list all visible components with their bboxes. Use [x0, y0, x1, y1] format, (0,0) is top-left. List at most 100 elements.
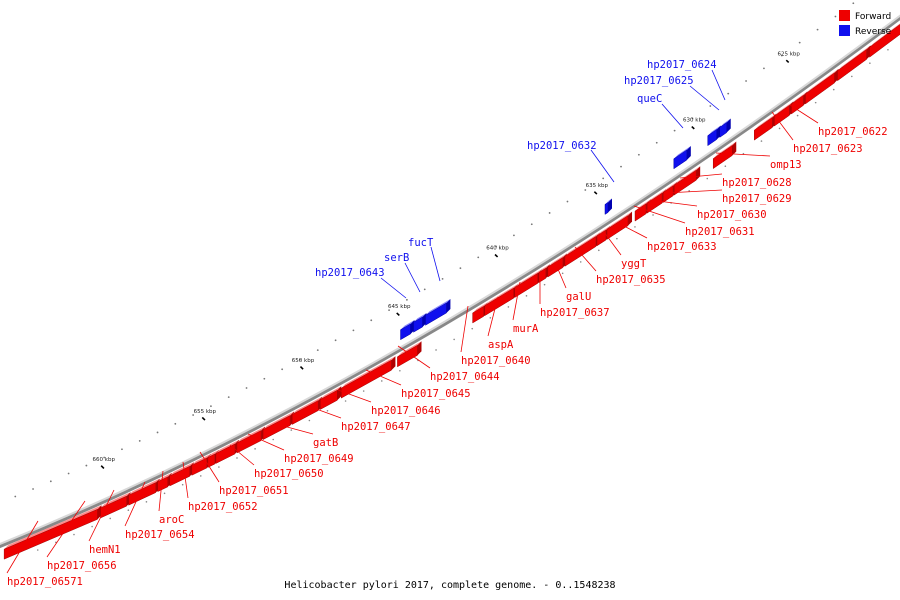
kbp-tick-label: 635 kbp — [586, 183, 609, 189]
position-dot — [281, 368, 284, 371]
forward-gene-block — [606, 211, 633, 240]
label-leader-line — [337, 389, 372, 403]
position-dot — [453, 338, 455, 341]
position-dot — [308, 419, 311, 422]
position-dot — [263, 377, 266, 380]
position-dot — [218, 466, 220, 468]
gene-label: hp2017_0629 — [722, 193, 792, 205]
kbp-tick-label: 655 kbp — [194, 409, 217, 415]
position-dot — [121, 448, 123, 451]
position-dot — [634, 226, 636, 228]
position-dot — [14, 495, 17, 498]
gene-label: fucT — [408, 237, 434, 249]
label-leader-line — [621, 224, 648, 239]
label-leader-line — [460, 305, 469, 353]
position-dot — [834, 15, 837, 18]
gene-label: hp2017_0645 — [401, 388, 471, 400]
position-dot — [192, 414, 195, 416]
position-dot — [67, 472, 70, 475]
position-dot — [459, 267, 462, 270]
label-leader-line — [404, 262, 421, 293]
position-dot — [869, 62, 871, 64]
label-leader-line — [124, 481, 146, 527]
gene-label: aspA — [488, 339, 514, 351]
forward-gene-block — [236, 426, 266, 454]
position-dot — [109, 517, 112, 520]
position-dot — [706, 177, 709, 180]
position-dot — [91, 525, 93, 528]
position-dot — [584, 189, 587, 191]
position-dot — [370, 319, 373, 322]
gene-label: hp2017_0628 — [722, 177, 792, 189]
legend-forward-swatch — [839, 10, 850, 21]
position-dot — [477, 256, 480, 259]
position-dot — [334, 339, 337, 342]
position-dot — [691, 117, 694, 120]
kbp-tick-mark — [494, 253, 499, 258]
gene-label: hp2017_0637 — [540, 307, 610, 319]
position-dot — [127, 509, 130, 512]
position-dot — [254, 448, 256, 450]
position-dot — [525, 295, 528, 297]
gene-label: hp2017_0651 — [219, 485, 289, 497]
kbp-tick-label: 640 kbp — [486, 246, 509, 252]
position-dot — [272, 438, 274, 441]
position-dot — [73, 533, 75, 536]
kbp-tick-label: 630 kbp — [683, 118, 706, 124]
position-dot — [760, 140, 763, 142]
forward-gene-block — [837, 45, 871, 82]
position-dot — [344, 400, 347, 402]
label-leader-line — [665, 189, 723, 194]
position-dot — [174, 422, 177, 425]
label-leader-line — [380, 277, 407, 299]
position-dot — [814, 101, 817, 104]
kbp-tick-mark — [691, 125, 695, 130]
gene-label: hp2017_0635 — [596, 274, 666, 286]
position-dot — [236, 457, 238, 459]
gene-label: hp2017_0649 — [284, 453, 354, 465]
label-leader-line — [6, 520, 39, 574]
gene-label: murA — [513, 323, 539, 335]
position-dot — [181, 483, 184, 486]
gene-label: queC — [637, 93, 662, 105]
position-dot — [163, 492, 166, 495]
position-dot — [530, 223, 533, 226]
gene-label: gatB — [313, 437, 338, 449]
position-dot — [816, 28, 819, 31]
label-leader-line — [46, 500, 86, 558]
position-dot — [299, 358, 301, 361]
position-dot — [471, 327, 474, 330]
gene-label: hp2017_0633 — [647, 241, 717, 253]
legend: Forward Reverse — [839, 10, 892, 37]
position-dot — [103, 456, 106, 459]
label-leader-line — [711, 69, 726, 101]
gene-label: yggT — [621, 258, 647, 270]
reverse-gene-block — [425, 298, 451, 326]
position-dot — [199, 475, 202, 477]
label-leader-line — [554, 261, 567, 289]
gene-label: hp2017_0656 — [47, 560, 117, 572]
gene-label: hp2017_0623 — [793, 143, 863, 155]
gene-label: hp2017_0652 — [188, 501, 258, 513]
kbp-tick-label: 650 kbp — [292, 358, 315, 364]
label-leader-line — [649, 199, 698, 207]
kbp-tick-mark — [785, 59, 790, 64]
position-dot — [543, 283, 546, 286]
position-dot — [637, 153, 640, 156]
position-dot — [851, 75, 853, 78]
gene-label: hemN1 — [89, 544, 121, 556]
gene-label: hp2017_0640 — [461, 355, 531, 367]
kbp-tick-label: 625 kbp — [777, 51, 800, 57]
position-dot — [620, 165, 622, 168]
forward-gene-block — [3, 505, 102, 560]
label-leader-line — [771, 111, 794, 141]
position-dot — [49, 480, 52, 483]
caption: Helicobacter pylori 2017, complete genom… — [284, 580, 615, 591]
position-dot — [655, 141, 658, 144]
reverse-gene-block — [673, 145, 691, 170]
position-dot — [138, 440, 141, 442]
label-leader-line — [199, 451, 220, 483]
gene-label: hp2017_0654 — [125, 529, 195, 541]
label-leader-line — [158, 470, 164, 512]
